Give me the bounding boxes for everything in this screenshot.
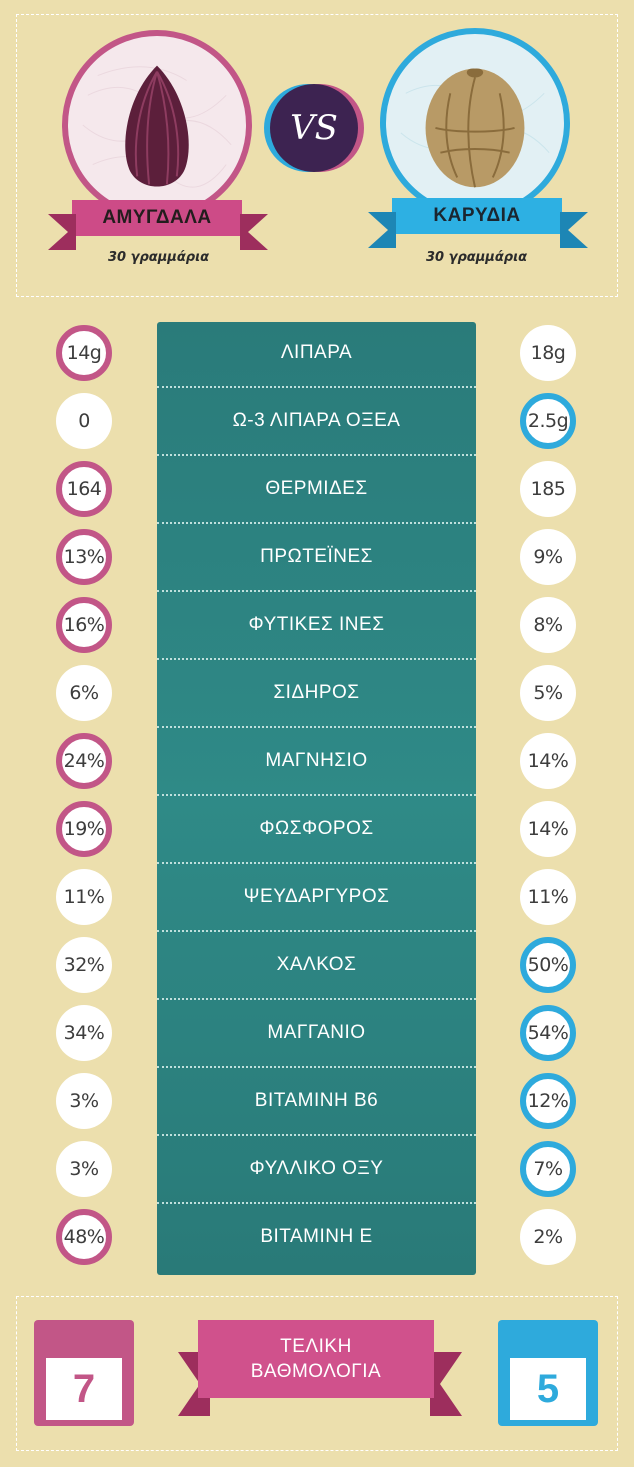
nutrient-label: Ω-3 ΛΙΠΑΡΑ ΟΞΕΑ: [232, 410, 401, 431]
walnut-icon: [400, 68, 550, 188]
nutrient-label: ΨΕΥΔΑΡΓΥΡΟΣ: [243, 886, 390, 907]
row-divider: [157, 726, 476, 728]
final-score-title: ΤΕΛΙΚΗ ΒΑΘΜΟΛΟΓΙΑ: [198, 1320, 434, 1398]
almond-value: 13%: [56, 529, 112, 585]
almond-value: 6%: [56, 665, 112, 721]
row-divider: [157, 794, 476, 796]
nutrient-label: ΣΙΔΗΡΟΣ: [273, 682, 360, 703]
almond-value: 3%: [56, 1141, 112, 1197]
walnut-value: 7%: [520, 1141, 576, 1197]
almond-weight: 30 γραμμάρια: [108, 250, 210, 265]
almond-ribbon: ΑΜΥΓΔΑΛΑ: [72, 200, 242, 236]
almond-value: 19%: [56, 801, 112, 857]
almond-value: 0: [56, 393, 112, 449]
final-ribbon-tail-right: [430, 1352, 462, 1416]
nutrient-label: ΘΕΡΜΙΔΕΣ: [265, 478, 368, 499]
nutrient-label: ΧΑΛΚΟΣ: [276, 954, 357, 975]
final-score-title-line2: ΒΑΘΜΟΛΟΓΙΑ: [250, 1361, 382, 1382]
nutrient-label: ΒΙΤΑΜΙΝΗ Ε: [260, 1226, 373, 1247]
row-divider: [157, 862, 476, 864]
row-divider: [157, 930, 476, 932]
walnut-ribbon: ΚΑΡΥΔΙΑ: [392, 198, 562, 234]
almond-ribbon-tail-left: [48, 214, 76, 250]
row-divider: [157, 998, 476, 1000]
almond-score-box: 7: [34, 1320, 134, 1426]
almond-value: 32%: [56, 937, 112, 993]
walnut-value: 8%: [520, 597, 576, 653]
row-divider: [157, 1066, 476, 1068]
walnut-value: 14%: [520, 801, 576, 857]
walnut-score: 5: [510, 1358, 586, 1420]
row-divider: [157, 454, 476, 456]
walnut-value: 12%: [520, 1073, 576, 1129]
walnut-value: 50%: [520, 937, 576, 993]
row-divider: [157, 1134, 476, 1136]
vs-badge: VS: [270, 84, 358, 172]
almond-score: 7: [46, 1358, 122, 1420]
walnut-value: 5%: [520, 665, 576, 721]
walnut-value: 9%: [520, 529, 576, 585]
almond-name: ΑΜΥΓΔΑΛΑ: [72, 200, 242, 236]
nutrient-label: ΜΑΓΓΑΝΙΟ: [267, 1022, 366, 1043]
almond-value: 3%: [56, 1073, 112, 1129]
nutrient-label: ΦΩΣΦΟΡΟΣ: [259, 818, 374, 839]
row-divider: [157, 386, 476, 388]
nutrient-label: ΒΙΤΑΜΙΝΗ Β6: [254, 1090, 379, 1111]
walnut-weight: 30 γραμμάρια: [426, 250, 528, 265]
walnut-value: 14%: [520, 733, 576, 789]
walnut-value: 2.5g: [520, 393, 576, 449]
final-score-title-line1: ΤΕΛΙΚΗ: [280, 1336, 352, 1357]
almond-value: 14g: [56, 325, 112, 381]
walnut-value: 54%: [520, 1005, 576, 1061]
walnut-value: 11%: [520, 869, 576, 925]
walnut-ribbon-tail-right: [560, 212, 588, 248]
walnut-circle: [380, 28, 570, 218]
almond-icon: [82, 65, 232, 188]
nutrient-label: ΠΡΩΤΕΪΝΕΣ: [260, 546, 373, 567]
nutrient-label: ΜΑΓΝΗΣΙΟ: [265, 750, 368, 771]
almond-circle: [62, 30, 252, 220]
walnut-value: 2%: [520, 1209, 576, 1265]
row-divider: [157, 658, 476, 660]
nutrient-label: ΦΥΤΙΚΕΣ ΙΝΕΣ: [248, 614, 385, 635]
walnut-ribbon-tail-left: [368, 212, 396, 248]
almond-value: 24%: [56, 733, 112, 789]
vs-text: VS: [290, 108, 338, 148]
almond-value: 11%: [56, 869, 112, 925]
walnut-score-box: 5: [498, 1320, 598, 1426]
almond-value: 48%: [56, 1209, 112, 1265]
comparison-table: ΛΙΠΑΡΑ Ω-3 ΛΙΠΑΡΑ ΟΞΕΑ ΘΕΡΜΙΔΕΣ ΠΡΩΤΕΪΝΕΣ ΦΥ…: [157, 322, 476, 1275]
row-divider: [157, 522, 476, 524]
header-frame: [16, 14, 618, 297]
final-score-ribbon: ΤΕΛΙΚΗ ΒΑΘΜΟΛΟΓΙΑ: [198, 1320, 434, 1398]
almond-ribbon-tail-right: [240, 214, 268, 250]
nutrient-label: ΦΥΛΛΙΚΟ ΟΞΥ: [249, 1158, 384, 1179]
almond-value: 16%: [56, 597, 112, 653]
almond-value: 164: [56, 461, 112, 517]
row-divider: [157, 1202, 476, 1204]
walnut-value: 18g: [520, 325, 576, 381]
walnut-name: ΚΑΡΥΔΙΑ: [392, 198, 562, 234]
walnut-value: 185: [520, 461, 576, 517]
nutrient-label: ΛΙΠΑΡΑ: [280, 342, 353, 363]
footer-frame: [16, 1296, 618, 1451]
row-divider: [157, 590, 476, 592]
almond-value: 34%: [56, 1005, 112, 1061]
